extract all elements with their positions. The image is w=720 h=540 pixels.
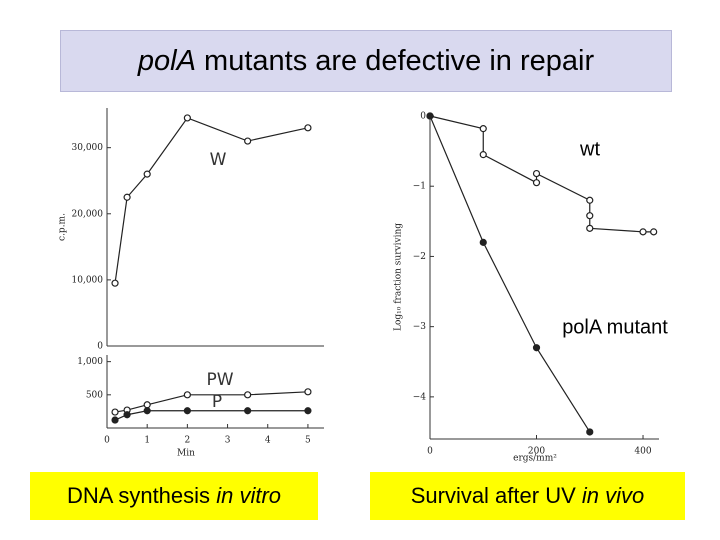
series-label: wt: [579, 138, 600, 160]
y-tick-label: 0: [420, 112, 426, 122]
data-point: [183, 391, 191, 399]
data-point: [532, 179, 541, 187]
data-point: [123, 411, 131, 419]
caption-italic: in vivo: [581, 483, 645, 508]
data-point: [244, 391, 252, 399]
series-line: [429, 115, 591, 433]
x-tick-label: 400: [634, 447, 651, 457]
y-tick-label: −1: [413, 182, 426, 192]
data-point: [111, 416, 119, 424]
data-point: [479, 238, 487, 246]
data-point: [143, 407, 151, 415]
data-point: [426, 112, 434, 120]
series-label: P: [212, 392, 222, 412]
data-point: [304, 124, 312, 132]
y-tick-label: −3: [413, 322, 427, 332]
caption-italic: in vitro: [216, 483, 281, 508]
caption-text: Survival after UV: [410, 483, 576, 508]
data-point: [143, 401, 151, 409]
data-point: [586, 196, 594, 204]
data-point: [244, 137, 252, 145]
y-tick-label: 10,000: [72, 275, 104, 285]
data-point: [123, 193, 131, 201]
data-point: [304, 407, 312, 415]
title-italic: polA: [137, 44, 196, 77]
data-point: [304, 388, 312, 396]
data-point: [479, 151, 487, 159]
y-tick-label: 500: [86, 390, 103, 400]
y-tick-label: 20,000: [72, 209, 104, 219]
data-point: [479, 125, 487, 133]
x-tick-label: 4: [265, 436, 271, 446]
data-point: [586, 212, 594, 220]
x-tick-label: 1: [144, 436, 150, 446]
x-tick-label: 200: [528, 447, 545, 457]
series-label: PW: [206, 370, 233, 390]
data-point: [586, 224, 594, 232]
data-point: [639, 228, 647, 236]
y-tick-label: 1,000: [77, 357, 103, 367]
data-point: [183, 114, 191, 122]
x-tick-label: 5: [305, 436, 311, 446]
series-line: [114, 117, 309, 284]
series-label: polA mutant: [562, 316, 668, 338]
x-tick-label: 2: [185, 436, 191, 446]
x-tick-label: 0: [427, 447, 433, 457]
data-point: [532, 169, 541, 178]
y-tick-label: −2: [413, 252, 426, 262]
x-tick-label: 3: [225, 436, 231, 446]
data-point: [244, 407, 252, 415]
title-rest: mutants are defective in repair: [204, 44, 595, 77]
y-axis-label: c.p.m.: [58, 213, 68, 241]
data-point: [532, 344, 541, 352]
slide-title: polA mutants are defective in repair: [60, 30, 672, 92]
series-label: W: [210, 150, 227, 170]
x-axis-label: Min: [177, 449, 195, 459]
x-tick-label: 0: [104, 436, 110, 446]
data-point: [183, 407, 191, 415]
series-line: [429, 115, 654, 233]
y-tick-label: 0: [97, 342, 103, 352]
data-point: [143, 170, 151, 178]
data-point: [586, 428, 594, 436]
y-tick-label: 30,000: [72, 143, 104, 153]
caption-text: DNA synthesis: [66, 483, 211, 508]
x-axis-label: ergs/mm²: [513, 454, 557, 464]
caption: Survival after UV in vivo: [370, 472, 685, 520]
caption: DNA synthesis in vitro: [30, 472, 318, 520]
data-point: [111, 408, 119, 416]
data-point: [650, 228, 658, 236]
y-axis-label: Log₁₀ fraction surviving: [394, 223, 404, 331]
data-point: [111, 279, 119, 287]
y-tick-label: −4: [413, 392, 427, 402]
